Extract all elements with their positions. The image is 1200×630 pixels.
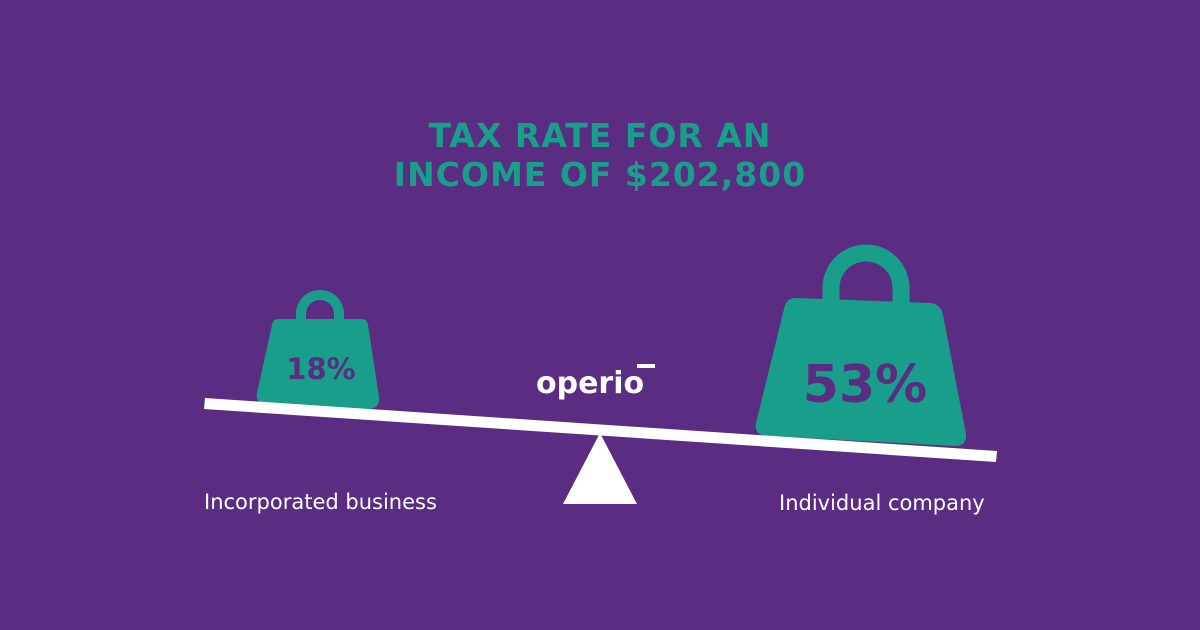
weight-18-body — [256, 319, 380, 409]
weight-53-handle — [822, 244, 910, 303]
title-line-1: TAX RATE FOR AN — [428, 116, 772, 155]
operio-logo-macron — [637, 364, 655, 368]
weight-53-body — [755, 298, 967, 446]
weight-53-icon: 53% — [755, 244, 967, 446]
weight-53-label: 53% — [803, 355, 927, 415]
fulcrum-triangle — [563, 433, 637, 504]
weight-18-handle — [296, 290, 344, 322]
weight-18-icon: 18% — [256, 290, 380, 409]
label-individual-company: Individual company — [779, 491, 985, 515]
operio-logo-text: operio — [536, 366, 644, 401]
seesaw-beam — [204, 398, 997, 462]
weight-18-label: 18% — [286, 352, 355, 386]
label-incorporated-business: Incorporated business — [204, 490, 437, 514]
operio-logo: operio — [536, 364, 655, 401]
title-line-2: INCOME OF $202,800 — [393, 155, 807, 194]
